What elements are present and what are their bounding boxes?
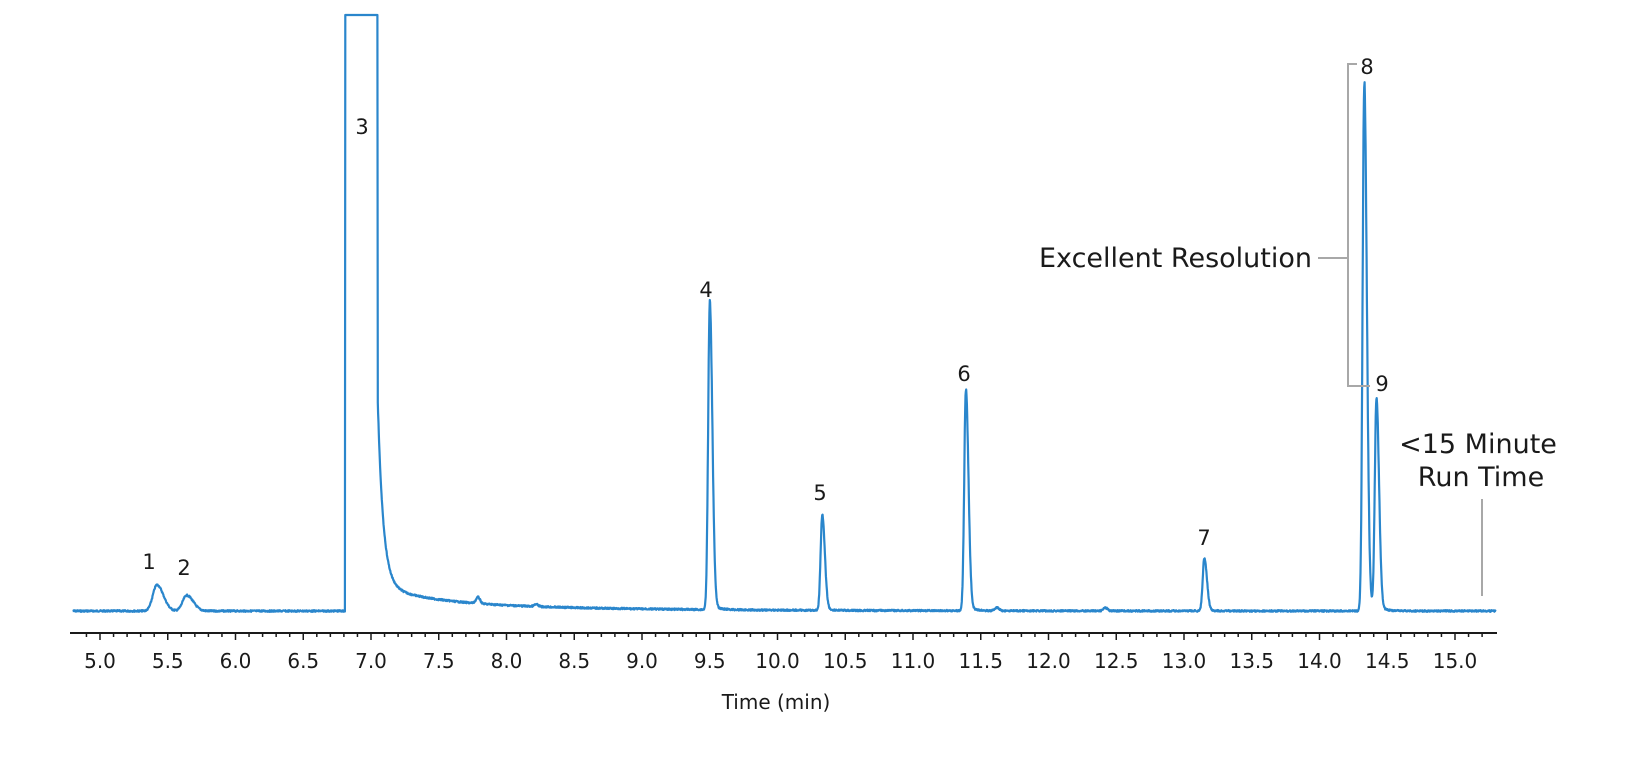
x-tick-label: 7.5: [423, 649, 455, 673]
x-tick-label: 9.5: [694, 649, 726, 673]
x-tick-label: 6.5: [287, 649, 319, 673]
peak-label-4: 4: [699, 278, 712, 302]
peak-label-8: 8: [1360, 55, 1373, 79]
resolution-bracket: [1318, 63, 1370, 387]
peak-label-2: 2: [177, 556, 190, 580]
x-tick-label: 9.0: [626, 649, 658, 673]
x-tick-label: 8.0: [491, 649, 523, 673]
peak-label-5: 5: [813, 481, 826, 505]
x-tick-label: 10.0: [755, 649, 800, 673]
x-tick-label: 11.0: [891, 649, 936, 673]
x-tick-label: 11.5: [958, 649, 1003, 673]
x-tick-label: 14.0: [1297, 649, 1342, 673]
x-tick-label: 12.0: [1026, 649, 1071, 673]
x-tick-label: 12.5: [1094, 649, 1139, 673]
peak-label-3: 3: [355, 115, 368, 139]
chromatogram-trace: [72, 13, 1497, 613]
x-tick-label: 14.5: [1365, 649, 1410, 673]
x-tick-label: 15.0: [1433, 649, 1478, 673]
x-tick-label: 10.5: [823, 649, 868, 673]
x-axis-label: Time (min): [721, 690, 831, 714]
runtime-annotation-line2: Run Time: [1418, 462, 1544, 493]
resolution-annotation: Excellent Resolution: [1039, 243, 1312, 274]
x-tick-label: 13.5: [1229, 649, 1274, 673]
x-tick-label: 13.0: [1162, 649, 1207, 673]
x-tick-label: 7.0: [355, 649, 387, 673]
peak-label-1: 1: [142, 550, 155, 574]
peak-label-7: 7: [1197, 526, 1210, 550]
peak-labels: 1 2 3 4 5 6 7 8 9: [142, 55, 1388, 580]
x-axis-ticks: 5.0 5.5 6.0 6.5 7.0 7.5 8.0 8.5 9.0 9.5 10.0 10.5 11…: [84, 633, 1483, 673]
x-tick-label: 5.5: [152, 649, 184, 673]
peak-label-9: 9: [1375, 372, 1388, 396]
peak-label-6: 6: [957, 362, 970, 386]
runtime-annotation-line1: <15 Minute: [1399, 429, 1557, 460]
x-tick-label: 6.0: [220, 649, 252, 673]
x-tick-label: 5.0: [84, 649, 116, 673]
x-tick-label: 8.5: [558, 649, 590, 673]
